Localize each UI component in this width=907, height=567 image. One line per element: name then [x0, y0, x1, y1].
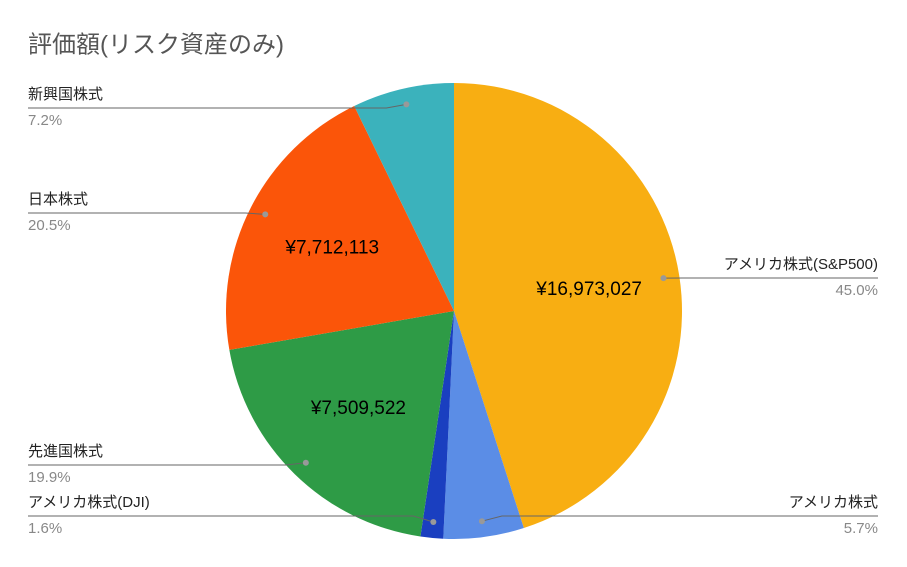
amount-label: ¥16,973,027	[535, 279, 642, 300]
legend-label: アメリカ株式	[789, 494, 878, 511]
percent-label: 20.5%	[28, 217, 71, 234]
pie-slice	[354, 83, 454, 311]
leader-dot	[430, 519, 437, 526]
pie-slice	[420, 311, 454, 539]
leader-line	[28, 212, 266, 215]
chart-title: 評価額(リスク資産のみ)	[28, 31, 284, 58]
pie-slice	[443, 311, 524, 540]
leader-line	[28, 515, 434, 523]
leader-line	[28, 462, 306, 466]
leader-dot	[302, 459, 309, 466]
amount-label: ¥7,509,522	[310, 398, 406, 419]
pie-slice	[454, 83, 682, 529]
legend-label: アメリカ株式(DJI)	[28, 494, 150, 511]
legend-label: アメリカ株式(S&P500)	[724, 256, 878, 273]
leader-dot	[478, 518, 485, 525]
pie-slice	[226, 105, 454, 350]
amount-label: ¥7,712,113	[284, 238, 379, 259]
leader-dot	[262, 211, 269, 218]
leader-dot	[660, 275, 667, 282]
legend-label: 日本株式	[28, 191, 88, 208]
legend-label: 先進国株式	[28, 443, 103, 460]
percent-label: 7.2%	[28, 112, 62, 129]
leader-line	[28, 103, 407, 109]
percent-label: 19.9%	[28, 469, 71, 486]
pie-slice	[229, 311, 454, 537]
legend-label: 新興国株式	[28, 86, 103, 103]
leader-line	[481, 515, 878, 522]
leader-dot	[403, 101, 410, 108]
percent-label: 45.0%	[835, 282, 878, 299]
percent-label: 5.7%	[844, 520, 878, 537]
percent-label: 1.6%	[28, 520, 62, 537]
